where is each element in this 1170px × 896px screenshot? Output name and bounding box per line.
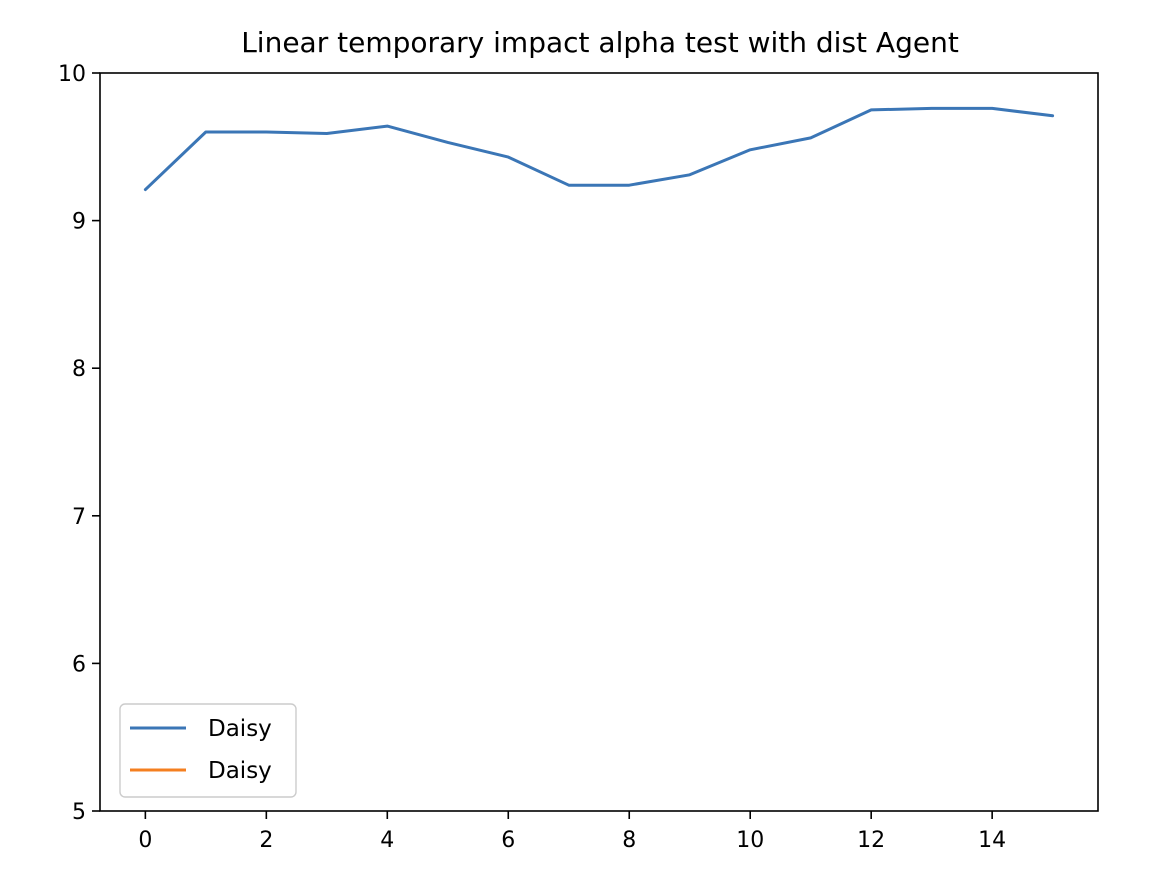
legend-label-1: Daisy [208,716,272,742]
y-tick-label: 5 [72,800,86,825]
legend: Daisy Daisy [119,703,297,798]
x-tick-label: 12 [857,828,885,853]
x-tick-label: 6 [501,828,515,853]
legend-label-2: Daisy [208,758,272,784]
series-line-1 [143,106,1055,192]
x-tick-label: 10 [736,828,764,853]
plot-area [100,73,1098,811]
series-layer [143,106,1055,192]
plot-frame [99,72,1099,812]
y-tick-label: 8 [72,357,86,382]
y-tick-label: 7 [72,505,86,530]
chart-title: Linear temporary impact alpha test with … [241,26,959,59]
x-tick-label: 2 [259,828,273,853]
y-tick-label: 9 [72,210,86,235]
y-axis-ticks: 5 6 7 8 9 10 [58,62,100,825]
x-tick-label: 4 [380,828,394,853]
y-tick-label: 10 [58,62,86,87]
x-tick-label: 0 [138,828,152,853]
x-tick-label: 8 [622,828,636,853]
x-axis-ticks: 0 2 4 6 8 10 12 14 [138,811,1006,853]
y-tick-label: 6 [72,652,86,677]
x-tick-label: 14 [978,828,1006,853]
